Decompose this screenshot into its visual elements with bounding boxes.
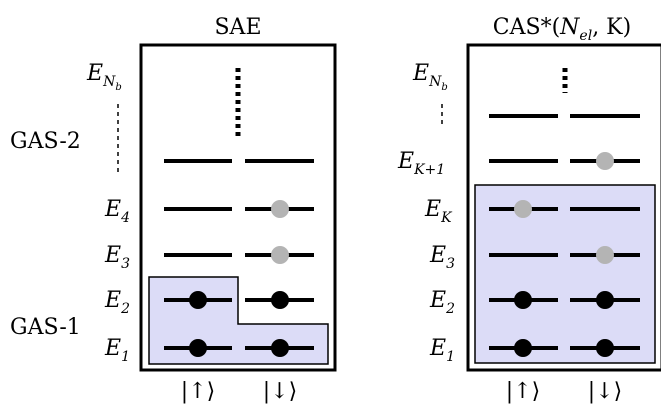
sae-electron-e1-down — [271, 339, 289, 357]
sae-electron-e2-down — [271, 291, 289, 309]
sae-spin-down-label: |↓⟩ — [263, 379, 297, 404]
cas-partial-e3-down — [596, 246, 614, 264]
sae-label-e2: E2 — [104, 288, 130, 317]
cas-label-ek1: EK+1 — [397, 149, 445, 178]
cas-electron-e2-down — [596, 291, 614, 309]
sae-label-e1: E1 — [104, 336, 130, 365]
cas-label-e2: E2 — [429, 288, 455, 317]
sae-spin-up-label: |↑⟩ — [181, 379, 215, 404]
sae-spin-up-levels — [164, 159, 232, 350]
sae-partial-e4-down — [271, 200, 289, 218]
cas-electron-e1-down — [596, 339, 614, 357]
cas-active-region — [474, 184, 656, 364]
sae-frame — [139, 43, 337, 372]
gas1-region — [148, 276, 329, 365]
cas-electron-e1-up — [514, 339, 532, 357]
sae-electron-e2-up — [189, 291, 207, 309]
cas-partial-ek1-down — [596, 152, 614, 170]
gas2-label: GAS-2 — [10, 129, 81, 154]
cas-spin-up-label: |↑⟩ — [506, 379, 540, 404]
sae-label-e3: E3 — [104, 243, 130, 272]
sae-label-e4: E4 — [104, 197, 130, 226]
cas-label-ek: EK — [424, 197, 453, 226]
sae-title: SAE — [214, 15, 261, 40]
cas-spin-down-label: |↓⟩ — [588, 379, 622, 404]
cas-label-e1: E1 — [429, 336, 455, 365]
sae-electron-e1-up — [189, 339, 207, 357]
cas-electron-e2-up — [514, 291, 532, 309]
gas1-label: GAS-1 — [10, 315, 81, 340]
cas-title: CAS*(Nel, K) — [493, 15, 631, 44]
cas-label-e3: E3 — [429, 243, 455, 272]
cas-label-enb: ENb — [412, 61, 448, 93]
cas-partial-ek-up — [514, 200, 532, 218]
sae-partial-e3-down — [271, 246, 289, 264]
sae-label-enb: ENb — [86, 61, 122, 93]
cas-frame — [466, 43, 661, 372]
